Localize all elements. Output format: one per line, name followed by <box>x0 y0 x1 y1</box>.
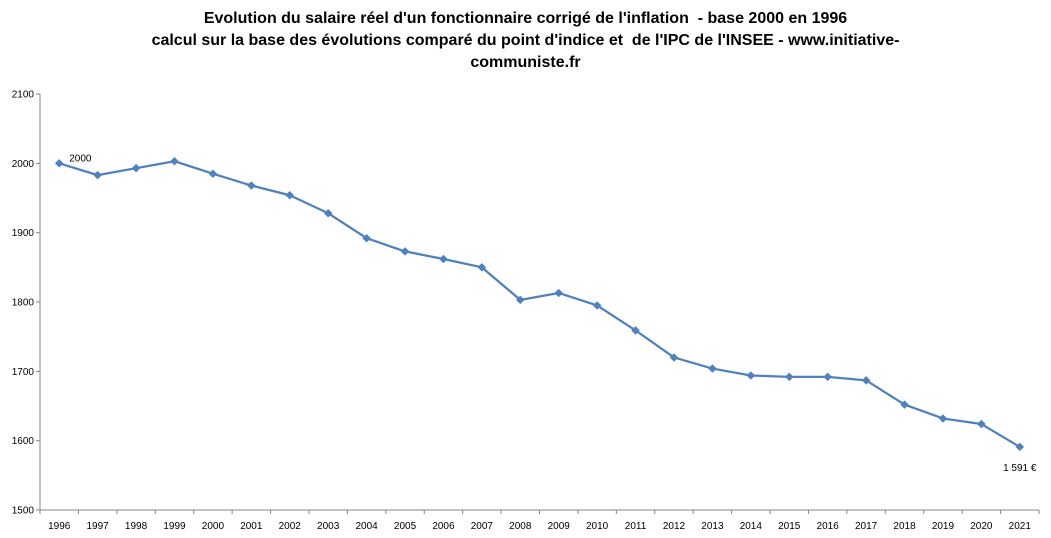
data-point <box>900 400 909 409</box>
data-point <box>439 254 448 264</box>
data-label: 1 591 € <box>1003 463 1037 474</box>
data-point <box>131 163 141 173</box>
data-point <box>823 372 833 382</box>
data-point <box>554 288 564 298</box>
data-point <box>170 156 179 166</box>
x-tick-label: 1998 <box>125 521 148 532</box>
y-tick-label: 1600 <box>12 436 35 447</box>
x-tick-label: 2004 <box>355 521 378 532</box>
data-point <box>285 190 295 200</box>
data-point <box>208 169 218 179</box>
chart-title-line-2: calcul sur la base des évolutions compar… <box>151 32 900 49</box>
x-tick-label: 2020 <box>970 521 993 532</box>
data-point <box>246 181 256 190</box>
x-tick-label: 1999 <box>163 521 186 532</box>
x-tick-label: 2017 <box>855 521 878 532</box>
chart-title-line-3: communiste.fr <box>470 54 581 71</box>
data-point <box>861 375 871 385</box>
data-point <box>93 170 102 180</box>
x-tick-label: 2006 <box>432 521 455 532</box>
x-tick-label: 2003 <box>317 521 340 532</box>
x-tick-label: 2014 <box>740 521 763 532</box>
data-point <box>631 326 640 335</box>
series-line <box>58 160 1021 448</box>
x-tick-label: 2013 <box>701 521 724 532</box>
x-tick-label: 2001 <box>240 521 263 532</box>
data-point <box>54 158 64 168</box>
data-point <box>784 372 794 382</box>
y-tick-label: 1900 <box>12 228 35 239</box>
x-tick-label: 1996 <box>48 521 71 532</box>
x-tick-label: 2016 <box>817 521 840 532</box>
y-tick-label: 1500 <box>12 506 35 517</box>
x-tick-label: 1997 <box>87 521 110 532</box>
y-tick-label: 1800 <box>12 298 35 309</box>
data-point <box>669 353 679 362</box>
x-tick-label: 2012 <box>663 521 686 532</box>
data-point <box>746 371 756 380</box>
data-point <box>362 233 371 243</box>
data-point <box>477 262 487 272</box>
y-tick-label: 2000 <box>12 159 35 170</box>
data-point <box>977 419 986 429</box>
x-tick-label: 2007 <box>471 521 494 532</box>
data-point <box>708 364 717 373</box>
data-point <box>1015 442 1025 452</box>
y-tick-label: 1700 <box>12 367 35 378</box>
x-tick-label: 2019 <box>932 521 955 532</box>
x-tick-label: 2008 <box>509 521 532 532</box>
x-tick-label: 2005 <box>394 521 417 532</box>
x-tick-label: 2011 <box>625 521 647 532</box>
x-tick-label: 2010 <box>586 521 609 532</box>
x-tick-label: 2009 <box>548 521 571 532</box>
data-label: 2000 <box>69 153 92 164</box>
x-tick-label: 2002 <box>279 521 302 532</box>
chart-title: Evolution du salaire réel d'un fonctionn… <box>0 8 1051 74</box>
y-tick-label: 2100 <box>12 90 35 101</box>
data-point <box>592 301 602 310</box>
x-tick-label: 2021 <box>1009 521 1032 532</box>
data-point <box>323 208 333 218</box>
x-tick-label: 2015 <box>778 521 801 532</box>
data-point <box>938 414 948 423</box>
data-point <box>400 247 410 256</box>
data-point <box>515 295 525 305</box>
chart-title-line-1: Evolution du salaire réel d'un fonctionn… <box>203 10 848 27</box>
x-tick-label: 2018 <box>893 521 916 532</box>
x-tick-label: 2000 <box>202 521 225 532</box>
